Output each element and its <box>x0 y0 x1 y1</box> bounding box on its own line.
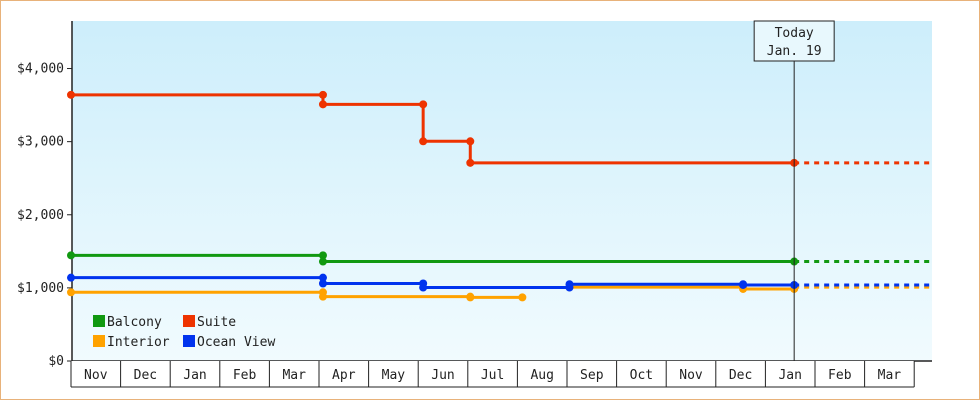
x-tick-label: Dec <box>134 368 157 383</box>
x-tick-label: Sep <box>580 368 604 383</box>
x-tick-label: Aug <box>530 368 553 383</box>
today-box <box>753 20 835 62</box>
x-tick-label: Mar <box>878 368 902 383</box>
data-point <box>318 279 327 288</box>
y-tick-label: $1,000 <box>17 281 64 296</box>
data-point <box>318 90 327 99</box>
x-tick-label: Nov <box>84 368 108 383</box>
plot-area <box>72 21 932 361</box>
x-tick-label: Jan <box>183 368 206 383</box>
x-tick-label: Nov <box>679 368 703 383</box>
data-point <box>318 292 327 301</box>
legend-label: Balcony <box>107 315 162 330</box>
data-point <box>318 273 327 282</box>
x-tick-label: Feb <box>233 368 257 383</box>
legend-swatch <box>183 335 195 347</box>
data-point <box>67 273 75 282</box>
data-point <box>318 251 327 260</box>
legend-swatch <box>93 335 105 347</box>
data-point <box>419 137 428 146</box>
legend: Balcony Suite Interior Ocean View <box>93 315 275 350</box>
x-axis-band <box>71 361 915 387</box>
data-point <box>565 280 574 289</box>
legend-swatch <box>183 315 195 327</box>
x-tick-label: Feb <box>828 368 852 383</box>
data-point <box>466 158 475 167</box>
legend-label: Interior <box>107 335 170 350</box>
data-point <box>318 100 327 109</box>
today-marker: Today Jan. 19 <box>753 20 835 361</box>
legend-label: Ocean View <box>197 335 275 350</box>
x-tick-label: Jun <box>431 368 454 383</box>
legend-label: Suite <box>197 315 236 330</box>
data-point <box>67 90 75 99</box>
data-point <box>67 251 75 260</box>
x-tick-label: Jul <box>481 368 504 383</box>
y-tick-label: $4,000 <box>17 62 64 77</box>
x-tick-label: Oct <box>630 368 653 383</box>
x-tick-label: May <box>382 368 406 383</box>
today-date: Jan. 19 <box>767 44 822 59</box>
data-point <box>318 257 327 266</box>
x-axis: Nov Dec Jan Feb Mar Apr May Jun Jul Aug Sep Oct Nov D… <box>70 360 932 388</box>
data-point <box>67 288 75 297</box>
data-point <box>419 283 428 292</box>
data-point <box>518 293 527 302</box>
y-axis: $0 $1,000 $2,000 $3,000 $4,000 <box>17 21 73 369</box>
y-tick-label: $2,000 <box>17 208 64 223</box>
series-lines <box>67 90 932 302</box>
legend-swatch <box>93 315 105 327</box>
x-tick-label: Jan <box>778 368 801 383</box>
data-point <box>739 280 748 289</box>
x-tick-label: Dec <box>729 368 752 383</box>
y-tick-label: $0 <box>48 354 64 369</box>
x-tick-label: Apr <box>332 368 356 383</box>
data-point <box>466 137 475 146</box>
series-line-interior <box>71 290 523 299</box>
today-label: Today <box>775 26 814 41</box>
y-tick-label: $3,000 <box>17 135 64 150</box>
data-point <box>419 100 428 109</box>
x-tick-label: Mar <box>282 368 306 383</box>
data-point <box>466 293 475 302</box>
